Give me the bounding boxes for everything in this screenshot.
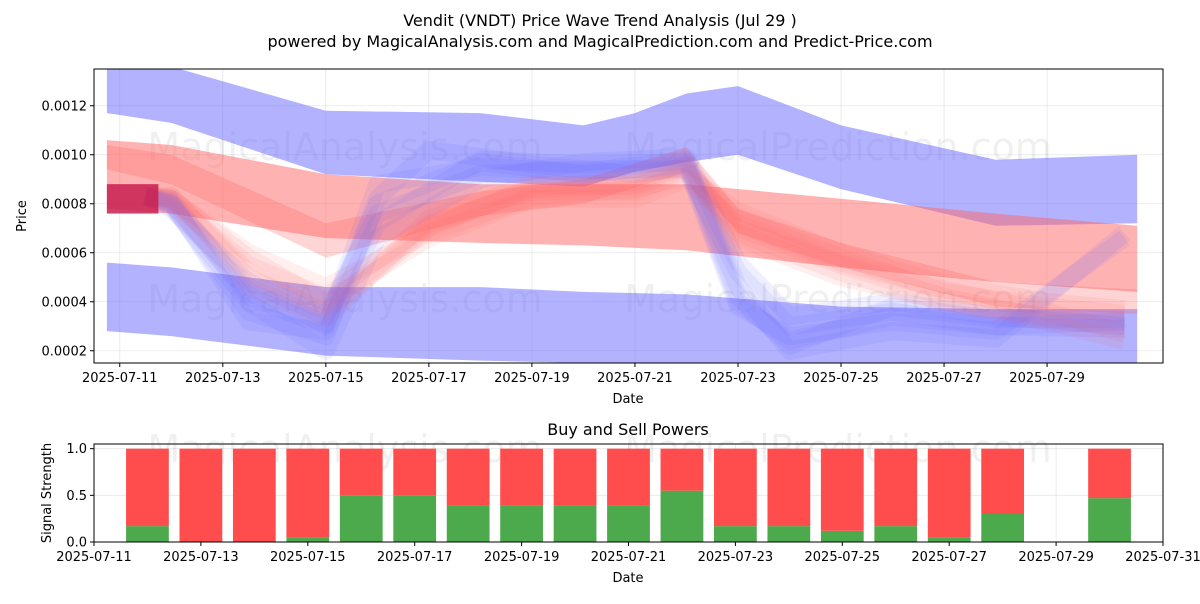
x-tick-label: 2025-07-23 bbox=[698, 550, 774, 565]
buy-bar bbox=[874, 526, 918, 542]
x-tick-label: 2025-07-21 bbox=[597, 371, 673, 386]
x-tick-label: 2025-07-29 bbox=[1009, 371, 1085, 386]
buy-bar bbox=[1088, 498, 1131, 542]
wave-line bbox=[144, 150, 1125, 355]
sell-bar bbox=[981, 448, 1025, 514]
x-tick-label: 2025-07-13 bbox=[163, 550, 239, 565]
x-tick-label: 2025-07-11 bbox=[56, 550, 132, 565]
buy-bar bbox=[607, 505, 650, 542]
sell-bar bbox=[446, 448, 490, 506]
x-tick-label: 2025-07-17 bbox=[391, 371, 467, 386]
wave-line bbox=[143, 140, 1130, 346]
x-tick-label: 2025-07-23 bbox=[700, 371, 776, 386]
y-tick-label: 0.0004 bbox=[42, 295, 88, 310]
price-marks bbox=[106, 69, 1138, 363]
buy-bar bbox=[767, 526, 811, 542]
wave-line bbox=[144, 167, 1126, 319]
y-tick-label: 0.0006 bbox=[42, 246, 88, 261]
x-tick-label: 2025-07-15 bbox=[270, 550, 346, 565]
buy-bar bbox=[714, 526, 757, 542]
buy-bar bbox=[286, 537, 330, 542]
sell-bar bbox=[1088, 448, 1131, 499]
buy-bar bbox=[500, 505, 543, 542]
y-tick-label: 0.5 bbox=[66, 489, 87, 504]
price-plot-frame bbox=[93, 68, 1164, 364]
sell-bar bbox=[714, 448, 757, 527]
price-ticks: 2025-07-11 2025-07-13 2025-07-15 2025-07-17… bbox=[42, 99, 1085, 386]
sell-bar bbox=[126, 448, 169, 527]
y-tick-label: 0.0008 bbox=[42, 197, 88, 212]
sell-bar bbox=[607, 448, 650, 506]
signal-panel: Buy and Sell Powers MagicalAnalysis.com … bbox=[40, 420, 1200, 586]
wave-line bbox=[145, 158, 1127, 350]
x-tick-label: 2025-07-17 bbox=[377, 550, 453, 565]
recent-price-band bbox=[106, 184, 159, 214]
x-tick-label: 2025-07-19 bbox=[494, 371, 570, 386]
sell-bar bbox=[232, 448, 276, 542]
x-tick-label: 2025-07-25 bbox=[803, 371, 879, 386]
trend-band bbox=[106, 69, 1138, 226]
x-tick-label: 2025-07-29 bbox=[1018, 550, 1094, 565]
y-tick-label: 1.0 bbox=[66, 442, 87, 457]
x-tick-label: 2025-07-19 bbox=[484, 550, 560, 565]
buy-bar bbox=[553, 505, 597, 542]
x-tick-label: 2025-07-27 bbox=[911, 550, 987, 565]
buy-bar bbox=[820, 530, 864, 542]
figure-title: Vendit (VNDT) Price Wave Trend Analysis … bbox=[403, 11, 797, 30]
signal-ticks: 2025-07-11 2025-07-13 2025-07-15 2025-07-17… bbox=[56, 442, 1200, 565]
buy-bar bbox=[393, 495, 437, 542]
signal-bars bbox=[126, 448, 1131, 542]
sell-bar bbox=[874, 448, 918, 527]
wave-line bbox=[143, 162, 1126, 323]
wave-line bbox=[143, 153, 1125, 350]
sell-bar bbox=[339, 448, 383, 496]
signal-title: Buy and Sell Powers bbox=[547, 420, 709, 439]
x-tick-label: 2025-07-25 bbox=[805, 550, 881, 565]
wave-line bbox=[141, 160, 1125, 338]
sell-bar bbox=[553, 448, 597, 506]
y-tick-label: 0.0012 bbox=[42, 99, 88, 114]
signal-y-axis-label: Signal Strength bbox=[40, 443, 55, 543]
buy-bar bbox=[660, 490, 704, 542]
x-tick-label: 2025-07-27 bbox=[906, 371, 982, 386]
wave-line bbox=[142, 148, 1126, 360]
signal-x-axis-label: Date bbox=[612, 571, 643, 586]
x-tick-label: 2025-07-13 bbox=[185, 371, 261, 386]
x-tick-label: 2025-07-15 bbox=[288, 371, 364, 386]
y-tick-label: 0.0010 bbox=[42, 148, 88, 163]
trend-band bbox=[106, 140, 1138, 292]
wave-line bbox=[144, 170, 1127, 343]
x-tick-label: 2025-07-11 bbox=[82, 371, 158, 386]
buy-bar bbox=[927, 537, 971, 542]
buy-bar bbox=[126, 526, 169, 542]
figure-subtitle: powered by MagicalAnalysis.com and Magic… bbox=[267, 32, 932, 51]
x-tick-label: 2025-07-31 bbox=[1125, 550, 1200, 565]
price-panel: MagicalAnalysis.com MagicalPrediction.co… bbox=[15, 68, 1164, 407]
price-x-axis-label: Date bbox=[612, 392, 643, 407]
sell-bar bbox=[393, 448, 437, 496]
sell-bar bbox=[500, 448, 543, 506]
x-tick-label: 2025-07-21 bbox=[591, 550, 667, 565]
sell-bar bbox=[286, 448, 330, 538]
buy-bar bbox=[981, 514, 1025, 542]
sell-bar bbox=[927, 448, 971, 538]
y-tick-label: 0.0 bbox=[66, 536, 87, 551]
price-y-axis-label: Price bbox=[15, 200, 30, 232]
trend-band bbox=[106, 262, 1138, 363]
buy-bar bbox=[339, 495, 383, 542]
buy-bar bbox=[446, 505, 490, 542]
sell-bar bbox=[660, 448, 704, 491]
sell-bar bbox=[767, 448, 811, 527]
wave-line bbox=[143, 150, 1131, 360]
sell-bar bbox=[179, 448, 223, 542]
wave-line bbox=[143, 160, 1126, 336]
trend-band bbox=[106, 145, 1138, 314]
y-tick-label: 0.0002 bbox=[42, 344, 88, 359]
sell-bar bbox=[820, 448, 864, 531]
wave-line bbox=[145, 155, 1125, 331]
